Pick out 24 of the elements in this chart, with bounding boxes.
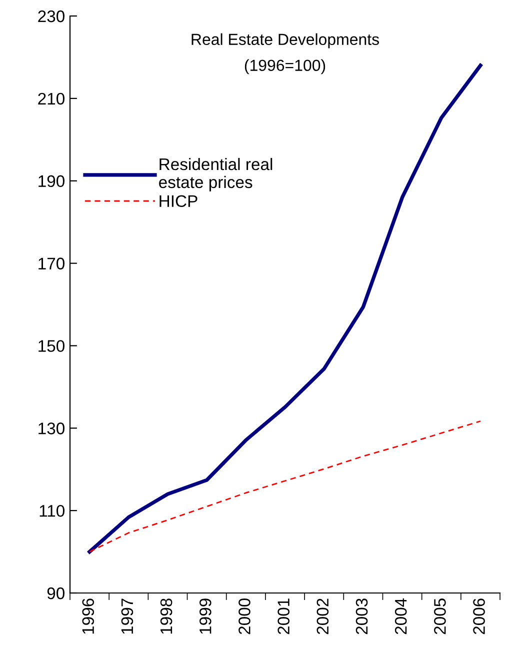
legend-label: Residential real estate prices bbox=[159, 158, 272, 192]
x-tick-label: 2001 bbox=[278, 598, 290, 634]
x-tick-label: 1998 bbox=[160, 598, 172, 634]
x-tick-label: 2005 bbox=[434, 598, 446, 634]
x-tick-label: 2006 bbox=[473, 598, 485, 634]
x-tick-label: 2003 bbox=[356, 598, 368, 634]
x-tick-label: 2000 bbox=[238, 598, 250, 634]
y-tick-label: 110 bbox=[40, 504, 64, 517]
x-tick-label: 2002 bbox=[316, 598, 329, 634]
text: Real Estate Developments bbox=[192, 33, 379, 48]
y-tick-label: 130 bbox=[38, 422, 64, 434]
x-tick-label: 1999 bbox=[199, 598, 212, 634]
x-tick-label: 1997 bbox=[121, 598, 134, 634]
x-tick-label: 1996 bbox=[82, 598, 94, 634]
y-tick-label: 210 bbox=[38, 92, 64, 105]
y-tick-label: 90 bbox=[47, 587, 64, 600]
line-series bbox=[88, 420, 482, 552]
legend-label: HICP bbox=[160, 195, 198, 208]
y-tick-label: 150 bbox=[38, 340, 64, 352]
y-tick-label: 190 bbox=[38, 175, 64, 188]
x-tick-label: 2004 bbox=[394, 598, 407, 634]
y-tick-label: 230 bbox=[38, 10, 64, 22]
text: (1996=100) bbox=[244, 59, 326, 74]
y-tick-label: 170 bbox=[38, 258, 64, 270]
